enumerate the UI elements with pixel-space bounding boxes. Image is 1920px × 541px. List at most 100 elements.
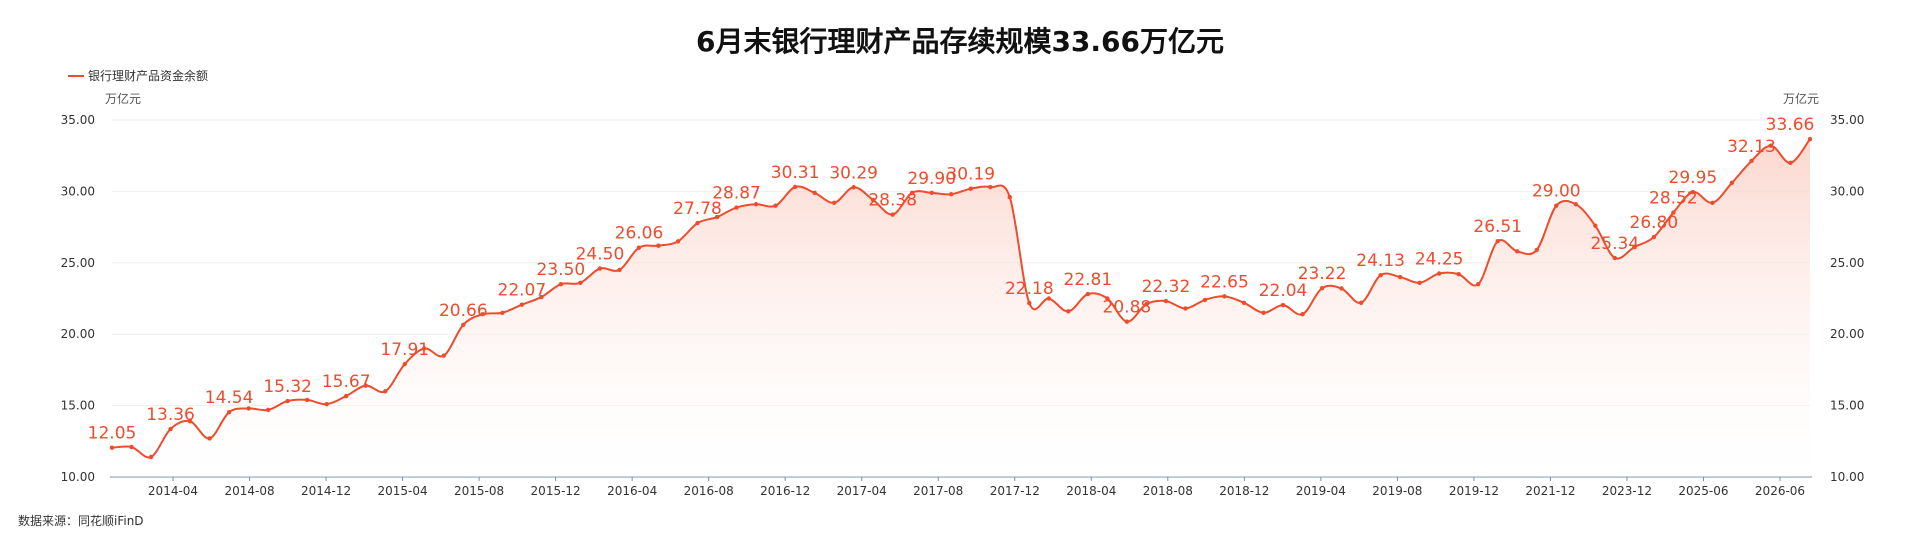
data-label-24: 23.22 [1298,264,1347,284]
data-label-26: 24.25 [1415,250,1464,270]
x-tick-21: 2026-06 [1755,484,1805,498]
data-label-25: 24.13 [1356,251,1405,271]
data-label-7: 22.07 [498,281,547,301]
data-point-79 [1651,234,1657,240]
data-label-9: 24.50 [576,245,625,265]
y-tick-right-2: 20.00 [1830,327,1864,341]
data-point-36 [812,190,817,196]
x-tick-2: 2014-12 [301,484,351,498]
data-point-46 [1007,194,1012,200]
data-point-26 [617,267,622,273]
x-tick-5: 2015-12 [531,484,581,498]
data-point-74 [1554,203,1559,208]
data-point-45 [988,184,993,190]
data-point-48 [1046,296,1052,301]
data-point-54 [1163,298,1169,304]
data-point-77 [1612,255,1618,261]
data-point-49 [1066,309,1071,314]
x-tick-20: 2025-06 [1678,484,1728,498]
data-point-56 [1202,297,1208,303]
data-label-4: 15.67 [322,372,371,392]
data-point-83 [1729,180,1735,186]
x-tick-3: 2015-04 [378,484,428,498]
x-tick-19: 2023-12 [1602,484,1652,498]
data-point-63 [1339,286,1344,291]
data-point-11 [324,401,329,407]
data-label-32: 29.95 [1669,168,1718,188]
data-point-58 [1241,300,1247,305]
data-label-15: 28.38 [868,191,917,211]
data-point-84 [1749,158,1754,164]
data-point-42 [929,190,934,196]
data-point-85 [1768,143,1774,148]
data-point-70 [1476,282,1481,287]
x-tick-17: 2019-12 [1449,484,1499,498]
data-point-66 [1397,274,1403,280]
data-point-30 [695,220,700,226]
data-point-24 [578,280,583,285]
data-point-47 [1027,300,1032,306]
data-point-4 [187,419,193,424]
data-point-19 [480,312,486,317]
data-label-29: 25.34 [1590,234,1639,254]
data-point-53 [1144,302,1149,307]
data-point-31 [714,214,720,220]
data-point-41 [910,190,915,196]
data-point-17 [441,353,446,358]
y-tick-right-5: 35.00 [1830,113,1864,127]
data-point-15 [402,361,407,367]
data-point-16 [422,346,427,351]
data-label-16: 29.90 [907,169,956,189]
y-tick-left-2: 20.00 [61,327,95,341]
data-point-73 [1534,247,1539,253]
y-tick-right-1: 15.00 [1830,399,1864,413]
data-point-76 [1593,223,1598,228]
data-label-33: 32.13 [1727,137,1776,157]
data-label-31: 28.52 [1649,189,1698,209]
x-tick-1: 2014-08 [224,484,274,498]
legend[interactable]: 银行理财产品资金余额 [68,67,208,84]
data-point-0 [109,445,115,450]
data-label-11: 27.78 [673,199,722,219]
data-point-80 [1671,210,1676,215]
data-point-62 [1319,286,1325,291]
data-label-23: 22.04 [1259,281,1308,301]
x-tick-8: 2016-12 [760,484,810,498]
data-label-8: 23.50 [537,260,586,280]
x-tick-12: 2018-04 [1066,484,1116,498]
legend-label: 银行理财产品资金余额 [88,69,209,83]
y-tick-right-0: 10.00 [1830,470,1864,484]
data-label-27: 26.51 [1473,217,1522,237]
x-tick-14: 2018-12 [1219,484,1269,498]
data-point-68 [1436,271,1442,276]
data-point-59 [1261,310,1266,315]
data-point-25 [597,266,603,271]
data-point-14 [383,389,388,394]
data-point-61 [1300,312,1305,317]
data-label-28: 29.00 [1532,182,1581,202]
data-point-51 [1105,296,1110,301]
data-label-1: 13.36 [146,405,195,425]
data-label-17: 30.19 [946,165,995,185]
x-tick-16: 2019-08 [1372,484,1422,498]
data-point-7 [246,406,251,411]
data-label-5: 17.91 [380,340,429,360]
data-point-69 [1456,272,1461,277]
data-point-64 [1358,300,1364,305]
data-label-3: 15.32 [263,377,312,397]
data-point-65 [1378,273,1383,278]
data-source: 数据来源：同花顺iFinD [18,514,144,528]
x-tick-11: 2017-12 [990,484,1040,498]
data-label-10: 26.06 [615,224,664,244]
data-point-22 [539,294,544,300]
data-point-52 [1124,319,1130,324]
y-tick-left-4: 30.00 [61,184,95,198]
data-label-19: 22.81 [1064,270,1113,290]
data-point-34 [773,203,778,208]
x-tick-7: 2016-08 [684,484,734,498]
data-point-57 [1222,294,1227,299]
data-point-20 [500,310,505,315]
data-label-13: 30.31 [771,163,820,183]
data-point-33 [753,202,759,207]
data-point-9 [285,398,290,404]
